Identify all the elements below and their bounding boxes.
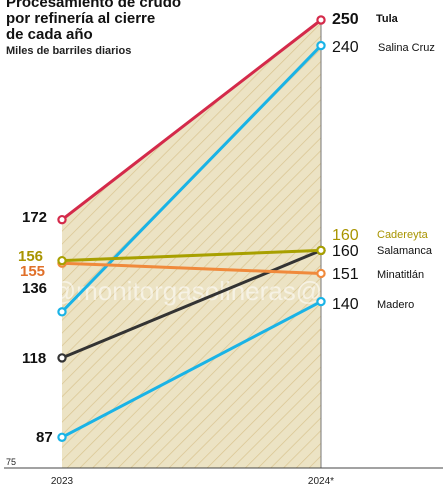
point-salina-cruz-2024: [316, 40, 326, 51]
label-2023-minatitlan: 155: [20, 263, 45, 280]
label-2023-cadereyta: 156: [18, 248, 43, 265]
series-line-salamanca: [61, 249, 322, 360]
series-name-tula: Tula: [376, 13, 399, 25]
y-axis-min-label: 75: [6, 457, 16, 467]
series-line-cadereyta: [61, 248, 322, 263]
point-tula-2023: [57, 214, 67, 225]
point-tula-2024: [316, 15, 326, 25]
title-line-2: por refinería al cierre: [6, 10, 155, 27]
label-2024-madero: 140: [332, 296, 359, 313]
point-madero-2023: [57, 432, 67, 442]
watermark-text: sala@monitorgasolineras@e: [2, 276, 337, 306]
label-2024-tula: 250: [332, 11, 359, 28]
label-2023-salamanca: 118: [22, 350, 46, 367]
point-madero-2024: [316, 296, 326, 307]
series-name-minatitlan: Minatitlán: [377, 269, 424, 281]
point-cadereyta-2023: [57, 255, 67, 266]
chart-subtitle: Miles de barriles diarios: [6, 45, 131, 57]
series-line-minatitlan: [61, 261, 322, 275]
x-tick-2023: 2023: [51, 476, 74, 487]
plot-area: [62, 20, 321, 468]
x-tick-2024: 2024*: [308, 476, 334, 487]
series-name-madero: Madero: [377, 299, 414, 311]
label-2024-minatitlan: 151: [332, 266, 359, 283]
point-salina-cruz-2023: [57, 307, 67, 317]
label-2023-tula: 172: [22, 209, 47, 226]
label-2023-madero: 87: [36, 429, 53, 446]
series-name-cadereyta: Cadereyta: [377, 229, 429, 241]
series-line-tula: [61, 18, 322, 221]
title-line-3: de cada año: [6, 26, 93, 43]
point-cadereyta-2024: [316, 245, 326, 256]
label-2024-salamanca: 160: [332, 243, 359, 260]
series-layer: [57, 15, 326, 442]
series-name-salamanca: Salamanca: [377, 245, 433, 257]
label-layer: 172 250 Tula 136 240 Salina Cruz 156 160 Caderey…: [18, 11, 435, 446]
chart-title: Procesamiento de crudo por refinería al …: [6, 0, 181, 57]
point-salamanca-2023: [57, 353, 67, 363]
label-2024-cadereyta: 160: [332, 227, 359, 244]
series-name-salina-cruz: Salina Cruz: [378, 42, 435, 54]
series-line-salina-cruz: [60, 44, 323, 313]
label-2023-salina-cruz: 136: [22, 280, 47, 297]
series-line-madero: [61, 300, 322, 439]
title-line-1: Procesamiento de crudo: [6, 0, 181, 11]
point-minatitlan-2024: [316, 268, 326, 279]
label-2024-salina-cruz: 240: [332, 39, 359, 56]
